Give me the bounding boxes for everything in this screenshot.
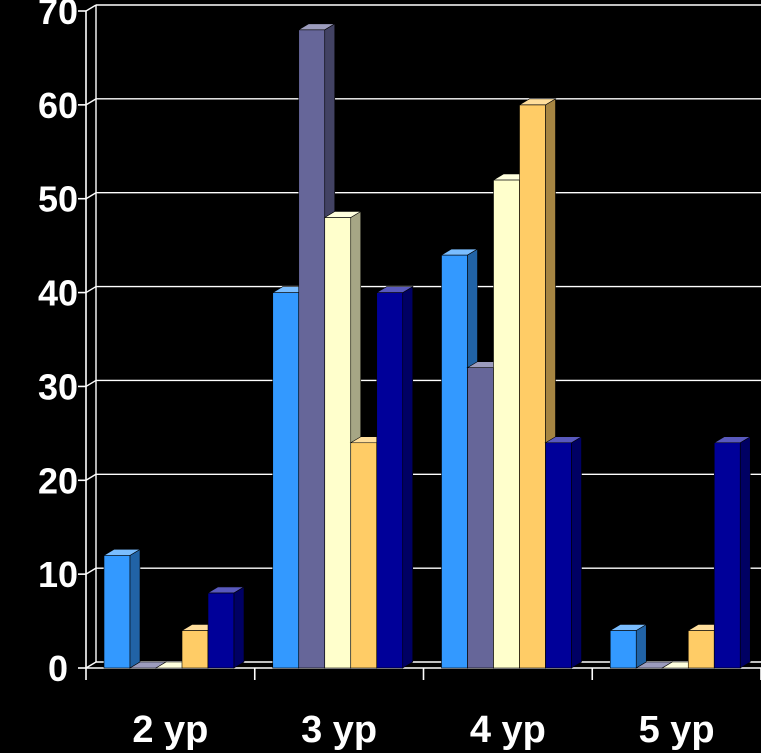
x-tick-label: 5 yp <box>639 709 715 751</box>
x-tick-labels: 2 yp 3 yp 4 yp 5 yp <box>132 709 714 751</box>
gridline-side <box>85 661 97 669</box>
bar-front <box>324 217 352 669</box>
bar-front <box>350 442 378 669</box>
bar-front <box>272 292 300 669</box>
gridline-side <box>85 98 97 106</box>
y-tick-label: 0 <box>48 648 68 689</box>
bar <box>102 548 142 669</box>
bar <box>609 623 648 669</box>
bar-side <box>571 436 582 669</box>
bar-front <box>713 442 741 669</box>
y-tick-label: 50 <box>38 179 78 220</box>
bar-top <box>375 286 414 293</box>
y-tick-labels: 0 10 20 30 40 50 60 70 <box>38 0 78 689</box>
bar-side <box>402 286 414 669</box>
bar <box>375 286 414 669</box>
bar-front <box>545 442 572 669</box>
bar <box>544 436 583 669</box>
bar-front <box>181 630 209 669</box>
bar-top <box>544 436 583 444</box>
y-tick-label: 30 <box>38 366 78 407</box>
bar-front <box>609 630 637 669</box>
bar-front <box>687 630 715 669</box>
bar-top <box>609 624 648 631</box>
bar-front <box>493 179 520 669</box>
bar-top <box>297 23 336 31</box>
y-tick-label: 70 <box>38 0 78 32</box>
gridlines <box>85 4 761 669</box>
bar-front <box>103 555 131 669</box>
bar-front <box>298 29 326 669</box>
gridline-side <box>85 192 97 200</box>
bar-side <box>635 623 647 669</box>
y-tick-label: 40 <box>38 273 78 314</box>
bar-front <box>376 292 404 669</box>
bar <box>206 586 246 669</box>
y-tick-label: 10 <box>38 554 78 595</box>
bar-top <box>323 211 362 218</box>
bar-top <box>102 549 142 556</box>
bar-side <box>233 586 245 669</box>
gridline-side <box>85 285 97 294</box>
bar-side <box>739 436 751 669</box>
x-tick-label: 2 yp <box>132 709 208 751</box>
bar-top <box>206 586 246 594</box>
bar-front <box>467 367 494 669</box>
bar-top <box>713 436 752 444</box>
gridline-side <box>85 4 97 12</box>
y-tick-label: 20 <box>38 460 78 501</box>
bar-front <box>441 254 468 669</box>
y-tick-label: 60 <box>38 85 78 126</box>
bar-top <box>518 98 557 106</box>
bar <box>713 436 752 669</box>
gridline-side <box>85 379 97 388</box>
bar-front <box>519 104 546 669</box>
x-tick-label: 4 yp <box>470 709 546 751</box>
gridline-side <box>85 473 97 481</box>
bar-front <box>207 592 235 669</box>
bars <box>102 23 752 669</box>
gridline-side <box>85 567 97 575</box>
axes <box>78 5 761 680</box>
x-tick-label: 3 yp <box>301 709 377 751</box>
bar-top <box>440 248 479 256</box>
bar-side <box>129 548 141 669</box>
